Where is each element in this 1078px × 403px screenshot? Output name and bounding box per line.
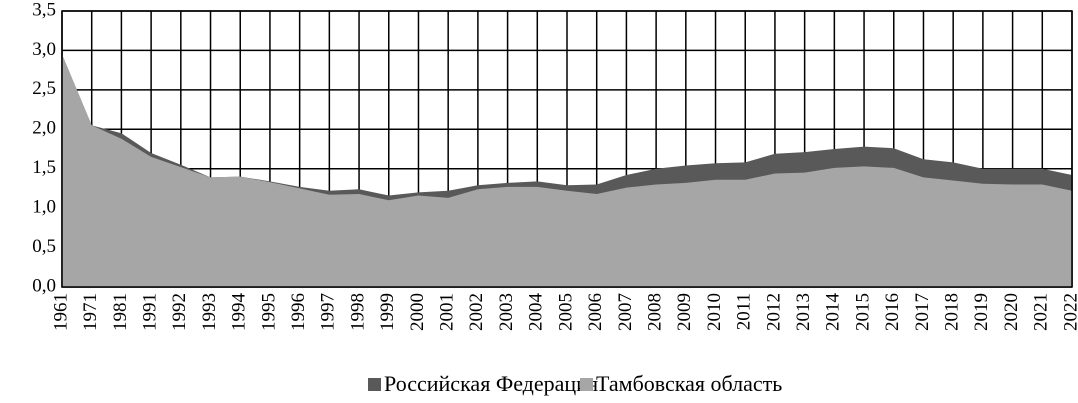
x-tick-label: 2004	[526, 293, 547, 332]
y-tick-label: 3,5	[32, 0, 56, 20]
x-tick-label: 2014	[823, 293, 844, 332]
plot-border	[61, 10, 1073, 288]
x-tick-label: 2008	[644, 293, 665, 331]
x-tick-label: 2006	[585, 293, 606, 331]
x-tick-label: 1992	[169, 293, 190, 331]
x-tick-label: 2012	[763, 293, 784, 331]
x-tick-label: 2000	[407, 293, 428, 331]
x-tick-label: 2007	[615, 293, 636, 331]
x-tick-label: 2016	[882, 293, 903, 331]
x-tick-label: 1999	[377, 293, 398, 331]
x-tick-label: 2020	[1001, 293, 1022, 331]
y-tick-label: 1,0	[32, 197, 56, 218]
x-tick-label: 1995	[258, 293, 279, 331]
y-tick-label: 2,5	[32, 78, 56, 99]
x-tick-label: 1981	[110, 293, 131, 331]
y-tick-label: 0,5	[32, 236, 56, 257]
y-tick-label: 1,5	[32, 157, 56, 178]
x-tick-label: 1971	[80, 293, 101, 331]
x-tick-label: 2005	[555, 293, 576, 331]
x-tick-label: 2009	[674, 293, 695, 331]
x-tick-label: 2002	[466, 293, 487, 331]
y-tick-label: 2,0	[32, 118, 56, 139]
x-tick-label: 2018	[942, 293, 963, 331]
legend-swatch	[368, 378, 381, 391]
x-tick-label: 1996	[288, 293, 309, 331]
x-tick-label: 2017	[912, 293, 933, 331]
y-tick-label: 0,0	[32, 275, 56, 296]
x-tick-label: 2010	[704, 293, 725, 331]
legend-label: Тамбовская область	[596, 371, 782, 396]
x-tick-label: 1961	[50, 293, 71, 331]
x-tick-label: 2021	[1031, 293, 1052, 331]
x-tick-label: 1998	[347, 293, 368, 331]
area	[62, 54, 1072, 287]
y-tick-label: 3,0	[32, 39, 56, 60]
x-tick-label: 1991	[139, 293, 160, 331]
x-tick-label: 2015	[852, 293, 873, 331]
x-tick-label: 1993	[199, 293, 220, 331]
x-tick-label: 1994	[229, 293, 250, 332]
x-tick-label: 2003	[496, 293, 517, 331]
x-tick-label: 2011	[734, 293, 755, 330]
x-tick-label: 1997	[318, 293, 339, 331]
x-tick-label: 2019	[971, 293, 992, 331]
x-tick-label: 2022	[1060, 293, 1078, 331]
x-tick-label: 2013	[793, 293, 814, 331]
x-tick-label: 2001	[437, 293, 458, 331]
legend-label: Российская Федерация	[384, 371, 598, 396]
legend-swatch	[580, 378, 593, 391]
